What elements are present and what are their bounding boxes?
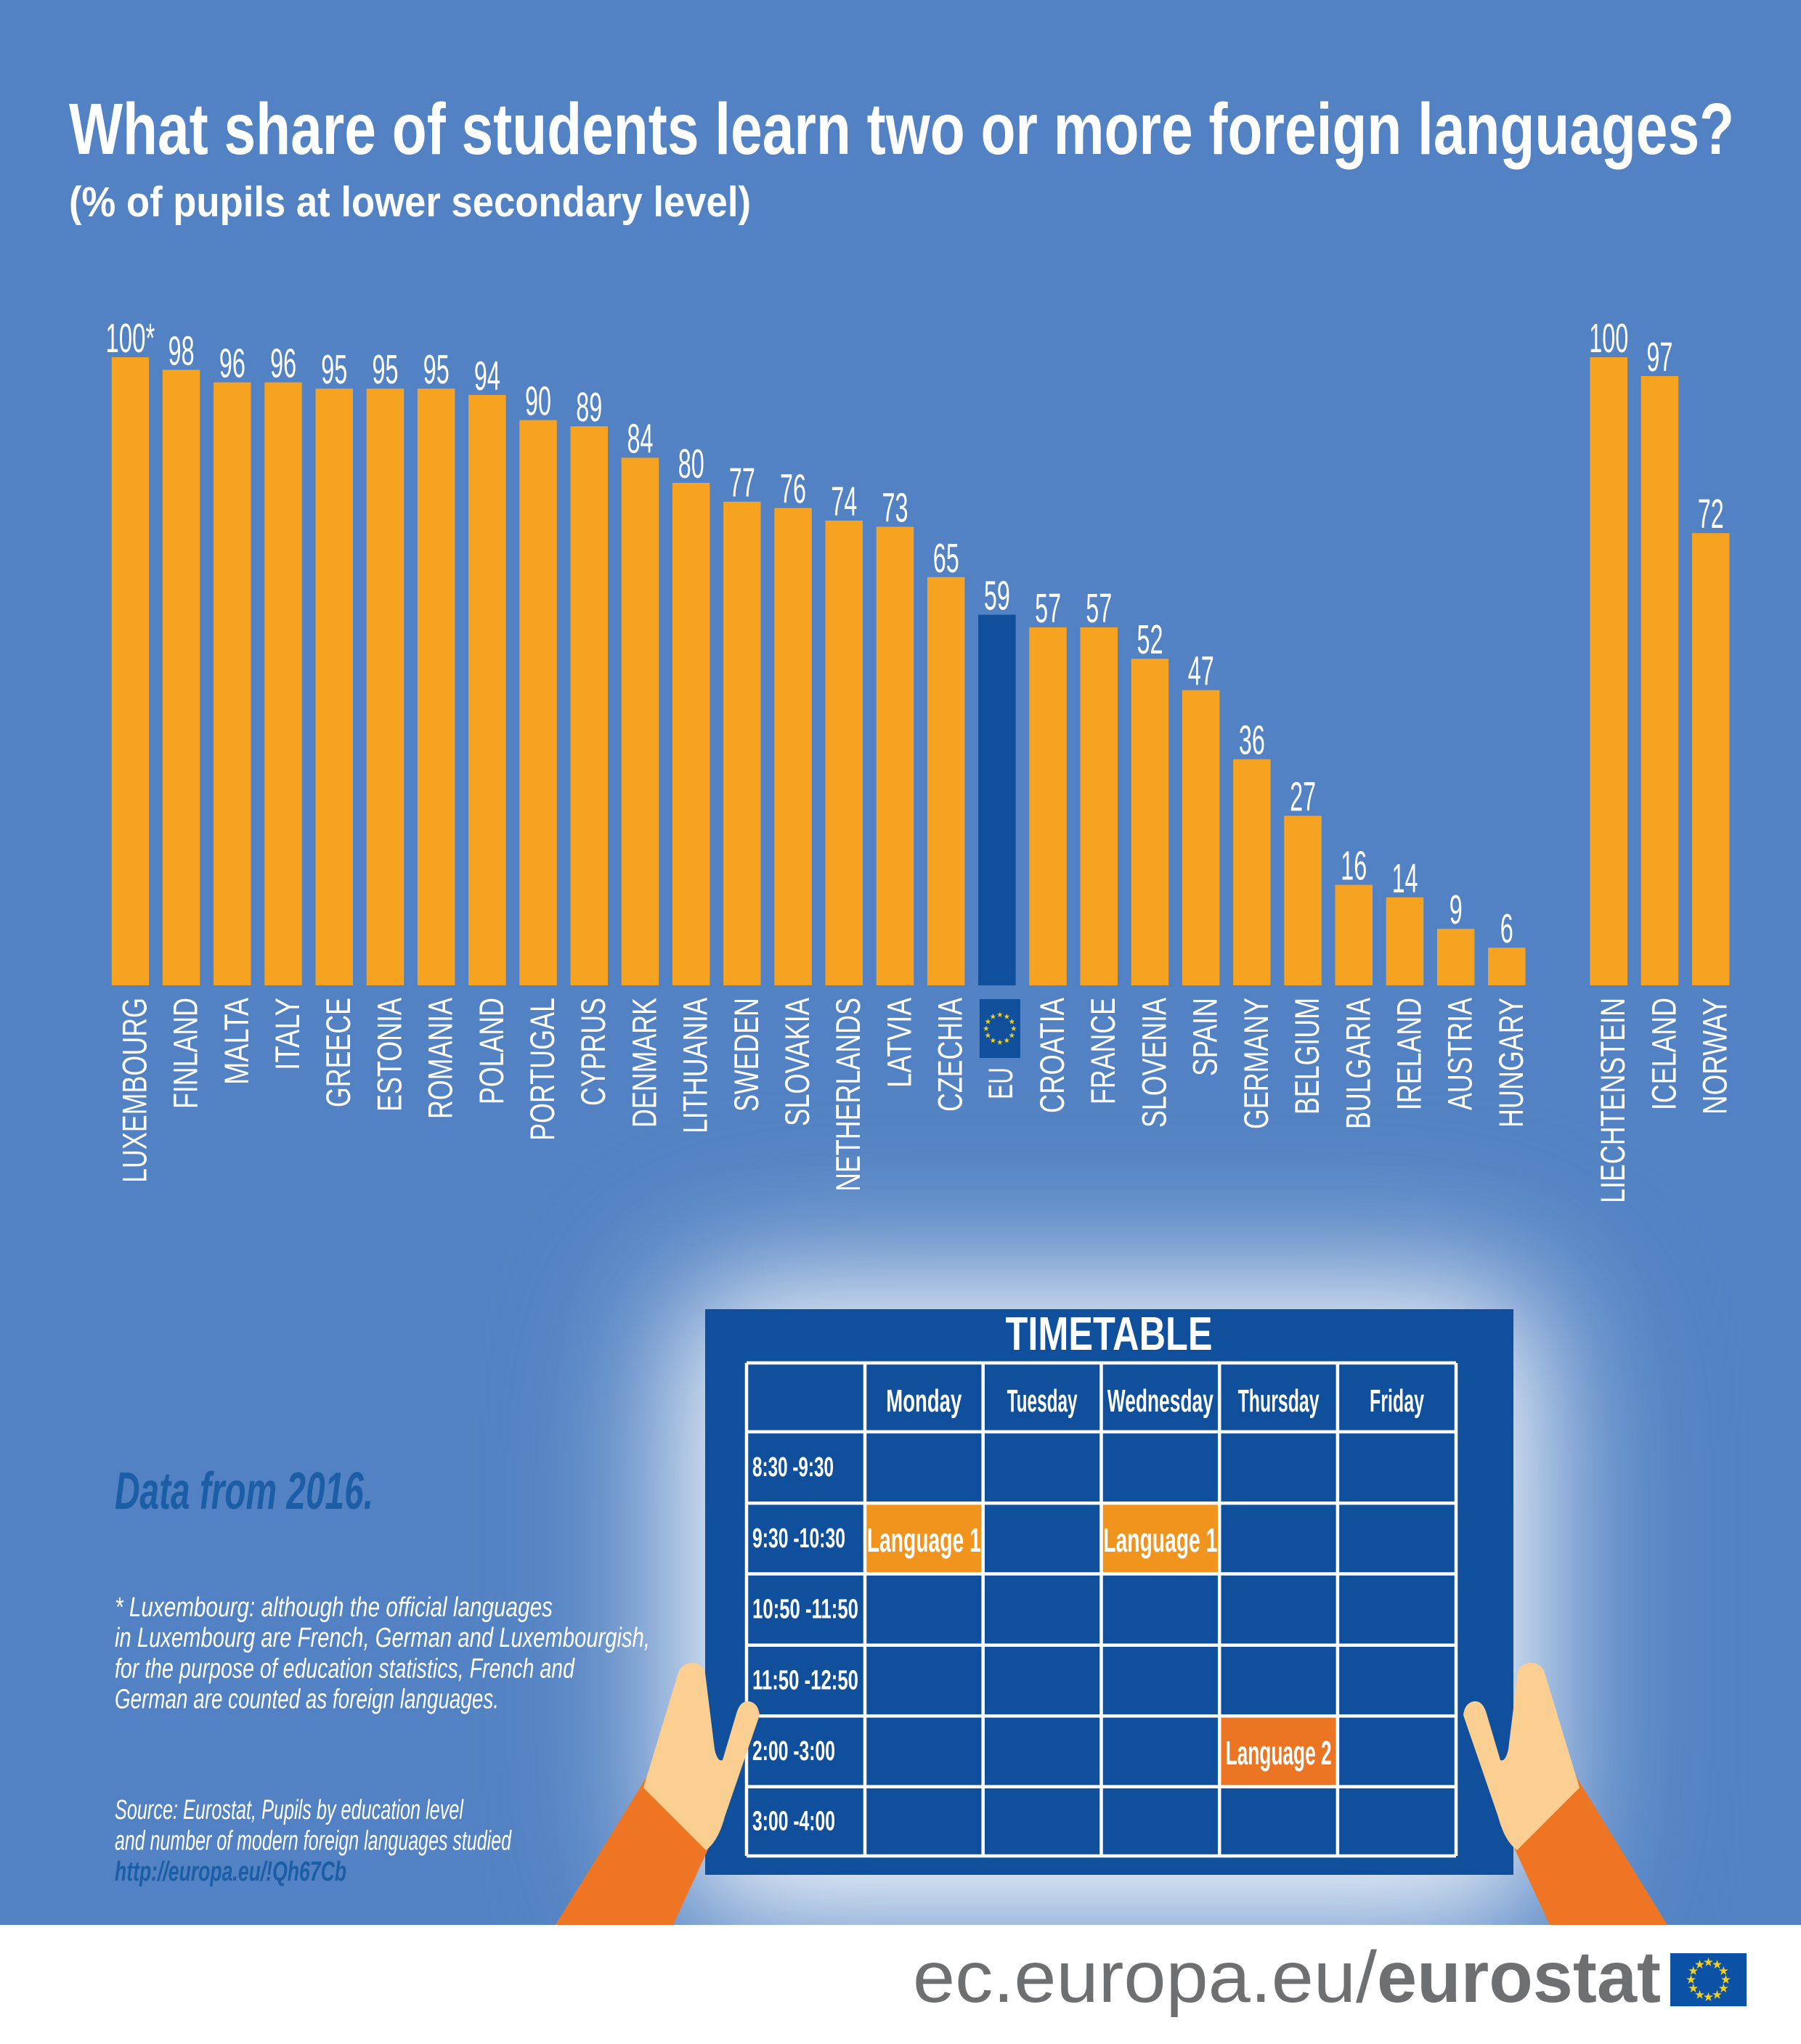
svg-text:89: 89 — [576, 384, 602, 431]
svg-text:9:30 -10:30: 9:30 -10:30 — [752, 1523, 845, 1554]
svg-text:LUXEMBOURG: LUXEMBOURG — [115, 998, 154, 1183]
svg-text:74: 74 — [831, 479, 857, 525]
svg-text:What share of students learn t: What share of students learn two or more… — [69, 89, 1734, 170]
svg-text:ESTONIA: ESTONIA — [371, 998, 410, 1112]
svg-text:Monday: Monday — [886, 1383, 962, 1419]
svg-text:CROATIA: CROATIA — [1033, 998, 1072, 1113]
svg-text:27: 27 — [1290, 774, 1316, 821]
svg-text:97: 97 — [1646, 334, 1672, 380]
svg-text:100: 100 — [1589, 315, 1628, 362]
svg-text:95: 95 — [423, 346, 450, 393]
svg-text:GERMANY: GERMANY — [1237, 998, 1276, 1129]
svg-text:and number of modern foreign l: and number of modern foreign languages s… — [115, 1826, 512, 1857]
svg-text:100*: 100* — [105, 315, 155, 362]
svg-text:84: 84 — [627, 415, 654, 462]
svg-text:ICELAND: ICELAND — [1645, 998, 1683, 1110]
svg-text:98: 98 — [168, 327, 195, 374]
svg-text:NETHERLANDS: NETHERLANDS — [829, 998, 868, 1192]
svg-text:LIECHTENSTEIN: LIECHTENSTEIN — [1594, 998, 1633, 1203]
svg-text:EU: EU — [982, 1067, 1020, 1099]
svg-text:Friday: Friday — [1370, 1383, 1424, 1419]
svg-text:57: 57 — [1035, 585, 1061, 632]
svg-text:96: 96 — [270, 341, 296, 387]
svg-text:eurostat: eurostat — [1377, 1937, 1661, 2018]
svg-text:BELGIUM: BELGIUM — [1288, 998, 1327, 1115]
svg-text:FRANCE: FRANCE — [1084, 998, 1123, 1104]
svg-text:Wednesday: Wednesday — [1107, 1383, 1213, 1419]
svg-text:GREECE: GREECE — [320, 998, 358, 1107]
svg-text:95: 95 — [373, 346, 399, 393]
svg-text:CYPRUS: CYPRUS — [574, 998, 613, 1106]
svg-text:SLOVAKIA: SLOVAKIA — [778, 998, 817, 1126]
svg-text:ITALY: ITALY — [269, 998, 307, 1070]
svg-text:BULGARIA: BULGARIA — [1339, 998, 1378, 1129]
svg-text:SWEDEN: SWEDEN — [728, 998, 766, 1112]
svg-text:77: 77 — [729, 460, 755, 506]
svg-text:10:50 -11:50: 10:50 -11:50 — [752, 1595, 858, 1625]
svg-text:for the purpose of education s: for the purpose of education statistics,… — [115, 1653, 575, 1684]
svg-text:PORTUGAL: PORTUGAL — [524, 998, 562, 1141]
svg-text:36: 36 — [1239, 717, 1265, 764]
svg-text:11:50 -12:50: 11:50 -12:50 — [752, 1665, 858, 1695]
svg-text:* Luxembourg: although the off: * Luxembourg: although the official lang… — [115, 1592, 553, 1623]
svg-text:DENMARK: DENMARK — [626, 998, 664, 1128]
svg-text:14: 14 — [1392, 855, 1418, 902]
svg-text:Language 1: Language 1 — [867, 1521, 981, 1559]
svg-text:90: 90 — [525, 378, 551, 425]
svg-text:73: 73 — [882, 485, 908, 532]
svg-text:SPAIN: SPAIN — [1187, 998, 1225, 1076]
svg-text:76: 76 — [780, 466, 806, 513]
svg-text:POLAND: POLAND — [473, 998, 511, 1104]
svg-text:IRELAND: IRELAND — [1391, 998, 1429, 1110]
svg-text:59: 59 — [984, 573, 1010, 619]
svg-text:AUSTRIA: AUSTRIA — [1442, 998, 1480, 1110]
svg-text:2:00 -3:00: 2:00 -3:00 — [752, 1736, 835, 1767]
svg-text:6: 6 — [1500, 905, 1513, 952]
svg-text:FINLAND: FINLAND — [167, 998, 206, 1109]
svg-text:52: 52 — [1137, 616, 1163, 663]
svg-text:Language 1: Language 1 — [1103, 1521, 1217, 1559]
svg-text:Language 2: Language 2 — [1226, 1734, 1332, 1772]
svg-text:Tuesday: Tuesday — [1007, 1383, 1078, 1419]
svg-text:http://europa.eu/!Qh67Cb: http://europa.eu/!Qh67Cb — [115, 1857, 346, 1887]
svg-text:MALTA: MALTA — [218, 998, 256, 1085]
svg-text:16: 16 — [1341, 843, 1367, 889]
svg-text:ec.europa.eu/: ec.europa.eu/ — [913, 1937, 1377, 2018]
svg-text:SLOVENIA: SLOVENIA — [1136, 998, 1174, 1128]
svg-text:(% of pupils at lower secondar: (% of pupils at lower secondary level) — [69, 179, 751, 226]
svg-text:95: 95 — [321, 346, 347, 393]
svg-text:Data from 2016.: Data from 2016. — [115, 1462, 373, 1520]
svg-text:in Luxembourg are French, Germ: in Luxembourg are French, German and Lux… — [115, 1623, 650, 1653]
svg-text:3:00 -4:00: 3:00 -4:00 — [752, 1806, 835, 1836]
svg-text:94: 94 — [474, 353, 500, 399]
svg-text:German are counted as foreign: German are counted as foreign languages. — [115, 1685, 499, 1715]
svg-text:72: 72 — [1698, 491, 1724, 537]
svg-text:80: 80 — [678, 441, 704, 487]
svg-text:Thursday: Thursday — [1238, 1383, 1320, 1419]
svg-text:ROMANIA: ROMANIA — [422, 998, 460, 1119]
svg-text:TIMETABLE: TIMETABLE — [1006, 1307, 1213, 1360]
svg-text:Source: Eurostat, Pupils by ed: Source: Eurostat, Pupils by education le… — [115, 1795, 464, 1825]
svg-text:57: 57 — [1086, 585, 1112, 632]
svg-text:65: 65 — [933, 535, 959, 582]
svg-text:LATVIA: LATVIA — [881, 998, 919, 1088]
svg-text:96: 96 — [219, 341, 245, 387]
svg-text:CZECHIA: CZECHIA — [932, 998, 970, 1112]
svg-text:LITHUANIA: LITHUANIA — [677, 998, 715, 1133]
svg-text:8:30 -9:30: 8:30 -9:30 — [752, 1452, 834, 1483]
svg-text:47: 47 — [1188, 648, 1214, 695]
svg-text:9: 9 — [1450, 887, 1463, 933]
svg-text:HUNGARY: HUNGARY — [1492, 998, 1531, 1128]
svg-text:NORWAY: NORWAY — [1696, 998, 1735, 1115]
